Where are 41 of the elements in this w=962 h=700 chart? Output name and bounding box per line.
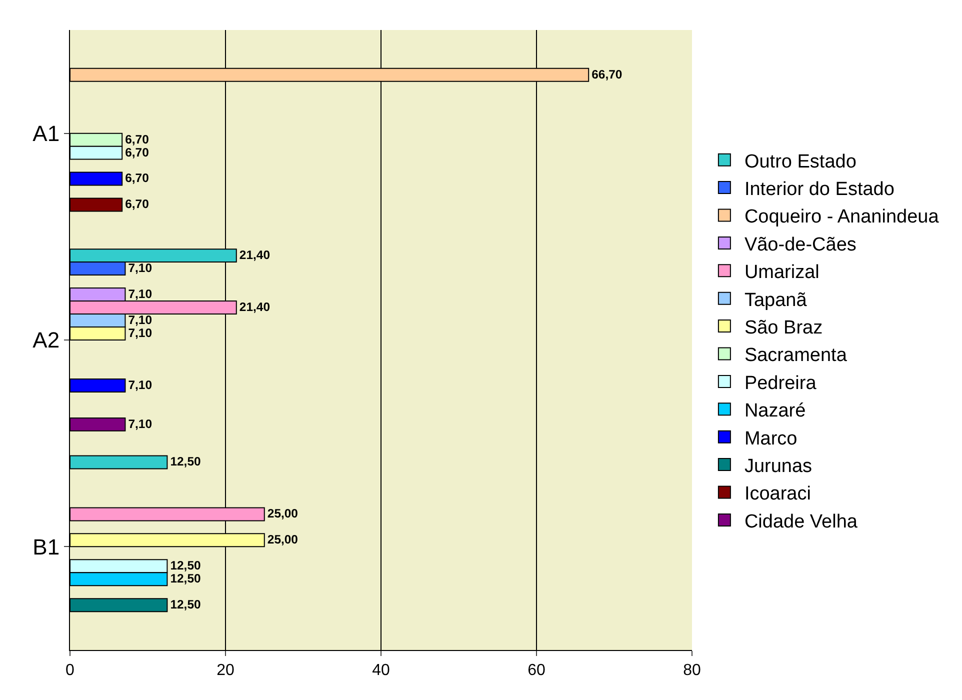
data-label: 6,70 [125,132,150,146]
data-label: 6,70 [125,171,150,186]
data-label: 7,10 [128,378,152,392]
data-label: 7,10 [128,286,152,301]
x-tick-label: 60 [528,662,546,680]
legend-label: Cidade Velha [744,511,858,532]
legend-label: Nazaré [744,400,806,422]
legend-label: Umarizal [744,262,820,284]
data-label: 21,40 [239,248,270,262]
legend-label: Vão-de-Cães [744,234,856,256]
legend-label: Icoaraci [744,484,811,505]
data-label: 21,40 [239,300,270,314]
x-tick-label: 40 [372,662,390,680]
data-label: 25,00 [267,506,298,521]
legend-label: Outro Estado [744,151,856,172]
data-label: 12,50 [170,598,201,612]
data-label: 12,50 [170,572,201,586]
legend-label: Marco [744,428,798,450]
data-label: 7,10 [128,326,152,340]
legend-label: Sacramenta [744,345,848,366]
data-label: 6,70 [125,197,150,212]
x-tick-label: 80 [683,662,701,680]
data-label: 66,70 [592,67,622,82]
legend-label: Jurunas [744,456,812,477]
legend-label: São Braz [744,317,823,338]
data-label: 7,10 [128,312,152,327]
data-label: 7,10 [128,416,152,431]
x-tick-label: 20 [216,662,234,680]
legend-label: Pedreira [744,372,817,394]
y-tick-label: B1 [32,534,60,560]
data-label: 12,50 [170,558,201,573]
x-tick-label: 0 [66,662,75,680]
legend-label: Interior do Estado [744,178,894,200]
y-tick-label: A2 [32,328,60,353]
data-label: 25,00 [267,532,298,547]
y-tick-label: A1 [32,121,60,146]
data-label: 7,10 [128,260,152,275]
data-label: 12,50 [170,454,201,469]
data-label: 6,70 [125,145,150,160]
legend-label: Coqueiro - Ananindeua [744,206,940,228]
legend-label: Tapanã [744,290,808,311]
